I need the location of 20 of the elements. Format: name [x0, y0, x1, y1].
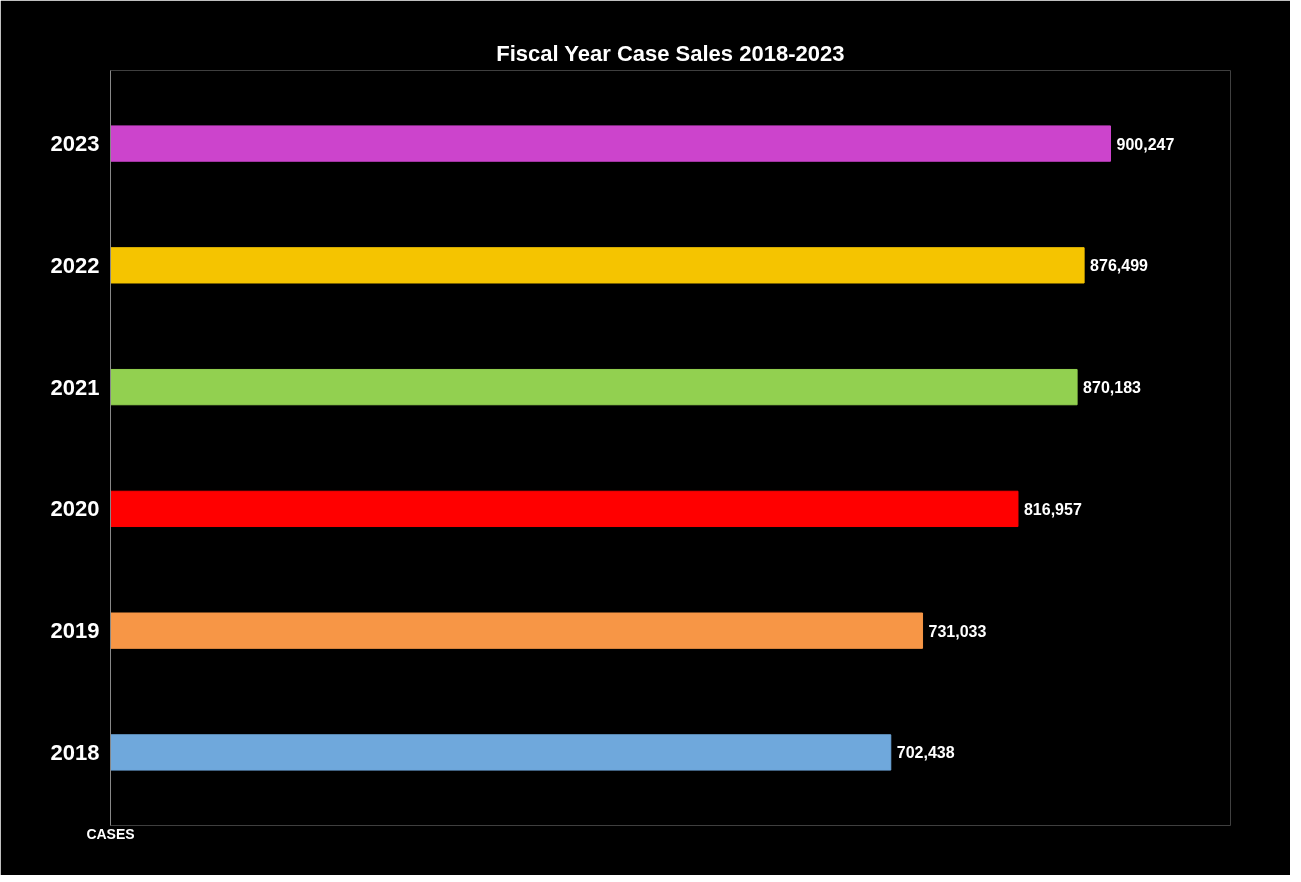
bar [110, 490, 1019, 528]
x-axis-title: CASES [86, 825, 135, 842]
y-tick-label: 2020 [50, 496, 100, 522]
data-label: 900,247 [1116, 135, 1175, 153]
data-label: 816,957 [1023, 500, 1082, 518]
bar [110, 612, 924, 649]
y-tick-label: 2021 [50, 374, 100, 400]
chart-title: Fiscal Year Case Sales 2018-2023 [496, 40, 845, 66]
data-label: 876,499 [1090, 257, 1149, 275]
bar [110, 247, 1085, 284]
bar [110, 125, 1111, 162]
bar [110, 734, 892, 771]
bar [110, 368, 1078, 406]
y-tick-label: 2022 [50, 252, 100, 278]
y-tick-label: 2023 [50, 131, 100, 157]
data-label: 870,183 [1083, 379, 1142, 397]
y-tick-label: 2018 [50, 739, 100, 765]
y-tick-label: 2019 [50, 618, 100, 644]
data-label: 702,438 [896, 744, 955, 762]
data-label: 731,033 [928, 622, 987, 640]
